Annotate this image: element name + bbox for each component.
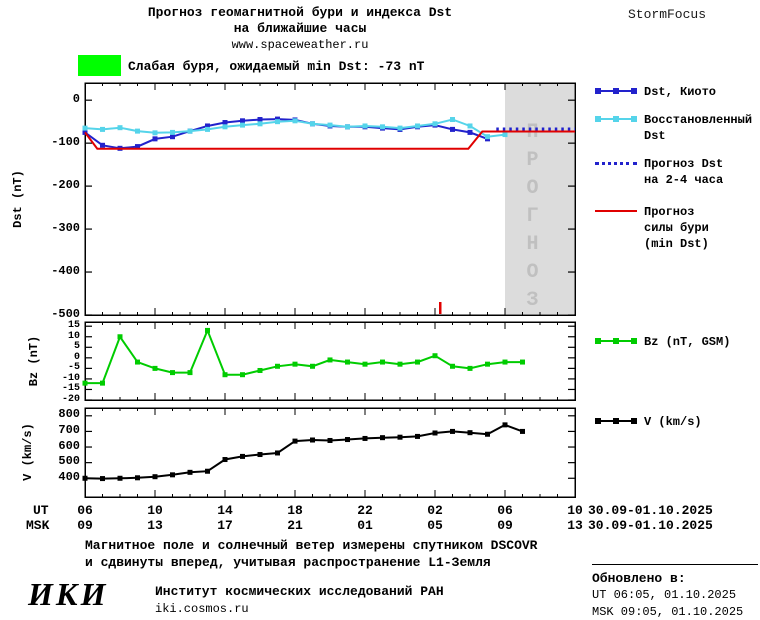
y-tick-label: 800 <box>58 407 80 422</box>
y-tick-label: 15 <box>67 320 80 332</box>
y-tick-label: 700 <box>58 422 80 437</box>
ut-tick-label: 10 <box>567 503 583 518</box>
stormfocus-brand: StormFocus <box>628 7 707 22</box>
legend-swatch-restored-dst <box>595 113 637 126</box>
y-tick-label: -100 <box>51 134 80 149</box>
iki-logo: ИКИ <box>28 576 109 612</box>
y-tick-label: 0 <box>72 91 80 106</box>
msk-tick-row: 09 13 17 21 01 05 09 13 <box>0 518 760 533</box>
legend-item-dst-kyoto: Dst, Киото <box>595 84 716 100</box>
y-tick-label: 600 <box>58 438 80 453</box>
legend-label: на 2-4 часа <box>644 173 724 187</box>
msk-date-range: 30.09-01.10.2025 <box>588 518 713 533</box>
legend-item-forecast-dst: Прогноз Dst на 2-4 часа <box>595 156 723 188</box>
msk-tick-label: 09 <box>77 518 93 533</box>
y-tick-label: -300 <box>51 220 80 235</box>
msk-tick-label: 01 <box>357 518 373 533</box>
ut-tick-label: 14 <box>217 503 233 518</box>
legend-item-restored-dst: Восстановленный Dst <box>595 112 752 144</box>
series-bz-gsm <box>85 327 523 385</box>
legend-swatch-bz <box>595 335 637 348</box>
footnote-line1: Магнитное поле и солнечный ветер измерен… <box>85 538 538 553</box>
updated-label: Обновлено в: <box>592 571 686 586</box>
series-solar-wind-speed <box>84 423 523 480</box>
ut-tick-label: 06 <box>77 503 93 518</box>
msk-tick-label: 09 <box>497 518 513 533</box>
legend-item-bz: Bz (nT, GSM) <box>595 334 730 350</box>
legend-label: Восстановленный <box>644 113 753 127</box>
series-storm-strength-forecast <box>84 130 575 150</box>
title-line2: на ближайшие часы <box>233 21 367 36</box>
ut-tick-label: 18 <box>287 503 303 518</box>
y-tick-label: 0 <box>73 351 80 363</box>
y-tick-label: -10 <box>61 372 80 384</box>
legend-label: Прогноз Dst <box>644 157 724 171</box>
page-title: Прогноз геомагнитной бури и индекса Dst … <box>85 5 515 53</box>
ut-date-range: 30.09-01.10.2025 <box>588 503 713 518</box>
y-tick-label: 10 <box>67 330 80 342</box>
series-dst-restored <box>84 118 506 138</box>
legend-label: Dst, Киото <box>644 85 717 99</box>
legend-label: Dst <box>644 129 666 143</box>
org-name: Институт космических исследований РАН <box>155 584 444 599</box>
legend-item-v: V (km/s) <box>595 414 702 430</box>
y-tick-label: -15 <box>61 383 80 395</box>
ut-tick-row: 06 10 14 18 22 02 06 10 <box>0 503 760 518</box>
msk-tick-label: 13 <box>567 518 583 533</box>
y-tick-label: -20 <box>61 393 80 405</box>
legend-label: (min Dst) <box>644 237 709 251</box>
iki-site-link[interactable]: iki.cosmos.ru <box>155 602 249 616</box>
legend-swatch-storm-strength <box>595 205 637 218</box>
series-dst-kyoto <box>84 118 488 150</box>
storm-alert-text: Слабая буря, ожидаемый min Dst: -73 nT <box>128 59 425 74</box>
y-tick-label: 500 <box>58 454 80 469</box>
updated-msk: MSK 09:05, 01.10.2025 <box>592 605 744 619</box>
legend-item-storm-strength: Прогноз силы бури (min Dst) <box>595 204 709 252</box>
msk-tick-label: 05 <box>427 518 443 533</box>
y-tick-label: -200 <box>51 177 80 192</box>
legend-label: Прогноз <box>644 205 695 219</box>
msk-tick-label: 21 <box>287 518 303 533</box>
updated-ut: UT 06:05, 01.10.2025 <box>592 588 737 602</box>
y-tick-label: -5 <box>67 362 80 374</box>
legend-swatch-dst-kyoto <box>595 85 637 98</box>
y-tick-label: 400 <box>58 469 80 484</box>
legend-label: силы бури <box>644 221 709 235</box>
legend-swatch-forecast-dst <box>595 157 637 170</box>
y-tick-label: -500 <box>51 306 80 321</box>
ut-tick-label: 10 <box>147 503 163 518</box>
title-line1: Прогноз геомагнитной бури и индекса Dst <box>147 5 453 20</box>
ut-tick-label: 22 <box>357 503 373 518</box>
ut-tick-label: 02 <box>427 503 443 518</box>
ut-axis-label: UT <box>33 503 49 518</box>
legend-label: Bz (nT, GSM) <box>644 335 731 349</box>
msk-tick-label: 13 <box>147 518 163 533</box>
y-tick-label: -400 <box>51 263 80 278</box>
msk-axis-label: MSK <box>26 518 50 533</box>
storm-level-badge <box>78 55 121 76</box>
msk-tick-label: 17 <box>217 518 233 533</box>
y-tick-label: 5 <box>73 341 80 353</box>
forecast-region-label: ПРОГНОЗ <box>521 121 544 317</box>
legend-label: V (km/s) <box>644 415 702 429</box>
legend-swatch-v <box>595 415 637 428</box>
ut-tick-label: 06 <box>497 503 513 518</box>
updated-box: Обновлено в: UT 06:05, 01.10.2025 MSK 09… <box>592 564 758 620</box>
spaceweather-link[interactable]: www.spaceweather.ru <box>231 38 369 52</box>
footnote-line2: и сдвинуты вперед, учитывая распростране… <box>85 555 491 570</box>
